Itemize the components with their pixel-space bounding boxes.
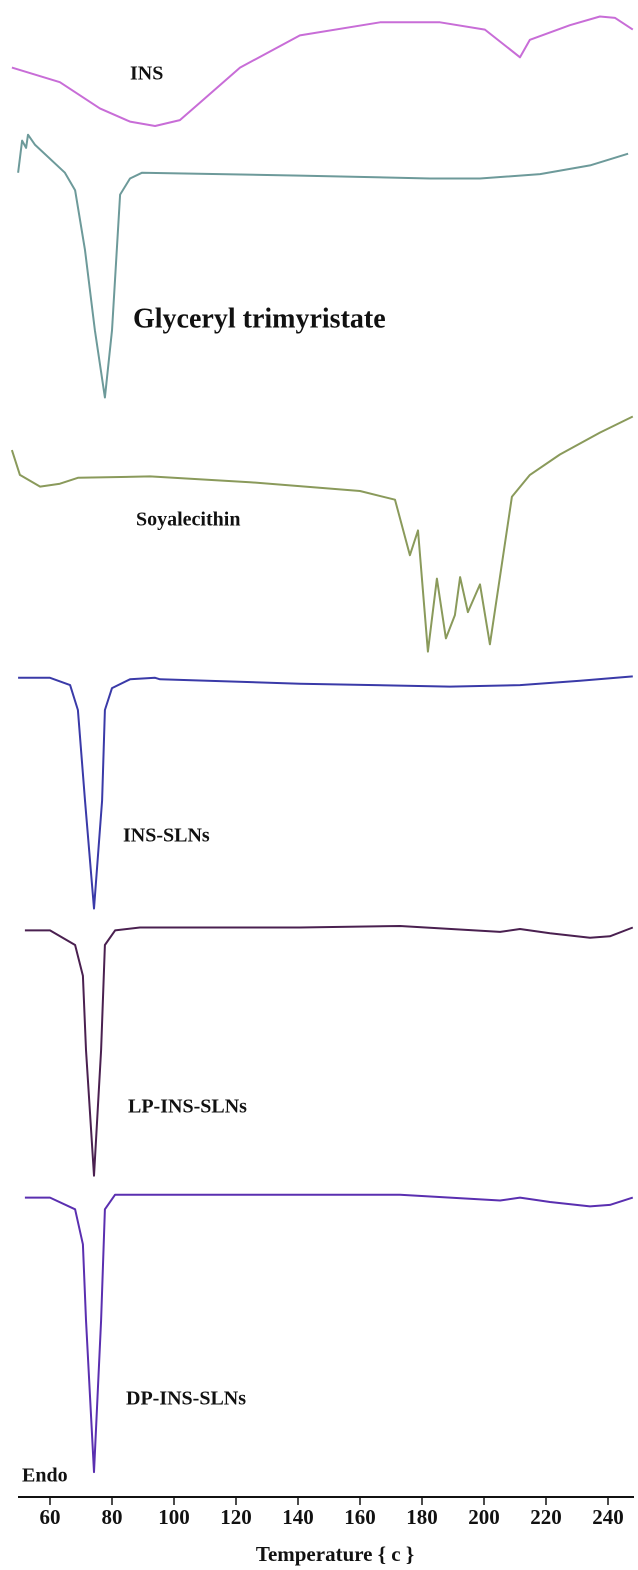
x-tick-label: 200 <box>468 1505 500 1529</box>
annotation: Endo <box>22 1465 68 1487</box>
curve <box>24 1193 634 1474</box>
curve <box>18 675 633 910</box>
x-tick-label: 120 <box>220 1505 252 1529</box>
curve <box>10 415 634 653</box>
curve-label: LP-INS-SLNs <box>128 1096 247 1118</box>
curve-label: Glyceryl trimyristate <box>133 303 386 334</box>
x-tick-label: 240 <box>592 1505 624 1529</box>
curve-label: INS <box>130 63 163 85</box>
x-tick-label: 140 <box>282 1505 314 1529</box>
curve-label: Soyalecithin <box>136 509 240 531</box>
curve-label: DP-INS-SLNs <box>126 1388 246 1410</box>
x-tick-label: 100 <box>158 1505 190 1529</box>
curve <box>11 15 634 127</box>
x-tick-label: 180 <box>406 1505 438 1529</box>
x-tick-label: 60 <box>40 1505 61 1529</box>
x-axis-title: Temperature { c } <box>256 1542 414 1566</box>
curve <box>24 925 634 1177</box>
curve <box>17 133 629 399</box>
x-tick-label: 80 <box>102 1505 123 1529</box>
curve-label: INS-SLNs <box>123 825 210 847</box>
x-tick-label: 160 <box>344 1505 376 1529</box>
x-tick-label: 220 <box>530 1505 562 1529</box>
